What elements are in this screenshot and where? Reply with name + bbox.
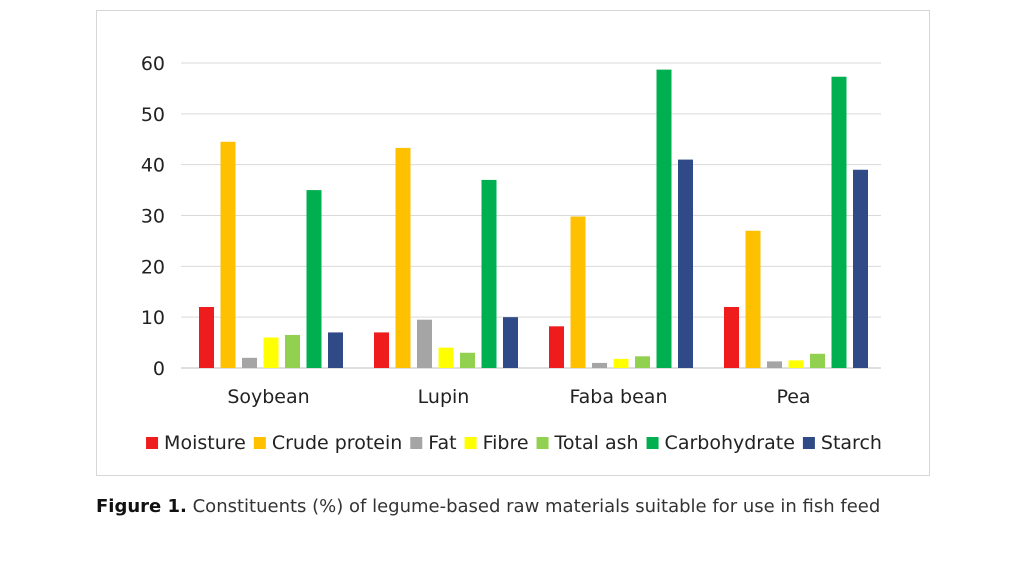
bar-fat-lupin xyxy=(417,319,432,368)
chart-frame: 0 10 20 30 40 50 60 Soybean Lupin Faba bean Pea M… xyxy=(96,10,930,476)
legend-swatch xyxy=(410,437,423,449)
bar-moisture-lupin xyxy=(374,332,389,368)
bar-total-ash-lupin xyxy=(460,352,475,368)
y-tick-label: 0 xyxy=(153,358,165,380)
bar-carbohydrate-pea xyxy=(831,76,847,368)
bar-fibre-pea xyxy=(788,360,804,368)
bar-carbohydrate-faba-bean xyxy=(656,69,672,368)
legend: Moisture Crude protein Fat Fibre Total ash Ca… xyxy=(146,432,882,454)
bar-crude-protein-lupin xyxy=(395,147,411,368)
bar-moisture-pea xyxy=(724,307,739,368)
bar-chart: 0 10 20 30 40 50 60 Soybean Lupin Faba bean Pea M… xyxy=(141,53,882,454)
bar-crude-protein-faba-bean xyxy=(570,216,586,368)
bar-crude-protein-pea xyxy=(745,230,761,368)
bar-total-ash-pea xyxy=(810,353,825,368)
legend-swatch xyxy=(802,437,815,449)
bar-starch-faba-bean xyxy=(678,159,693,368)
x-category-label: Soybean xyxy=(227,386,309,408)
bar-crude-protein-soybean xyxy=(220,141,236,368)
y-tick-label: 30 xyxy=(141,206,165,228)
legend-swatch xyxy=(464,437,477,449)
caption-label: Figure 1. xyxy=(96,496,187,517)
x-axis-categories: Soybean Lupin Faba bean Pea xyxy=(227,386,810,408)
bar-fibre-faba-bean xyxy=(613,358,629,368)
bar-moisture-soybean xyxy=(199,307,214,368)
bar-fibre-soybean xyxy=(263,337,279,368)
legend-label: Carbohydrate xyxy=(665,432,795,454)
x-category-label: Pea xyxy=(776,386,810,408)
y-tick-label: 10 xyxy=(141,307,165,329)
bar-total-ash-faba-bean xyxy=(635,356,650,368)
legend-label: Fibre xyxy=(483,432,529,454)
bar-fibre-lupin xyxy=(438,347,454,368)
x-category-label: Faba bean xyxy=(569,386,667,408)
bar-fat-soybean xyxy=(242,357,257,368)
y-tick-label: 50 xyxy=(141,104,165,126)
bar-carbohydrate-soybean xyxy=(306,190,322,368)
legend-swatch xyxy=(646,437,659,449)
caption-text: Constituents (%) of legume-based raw mat… xyxy=(186,496,881,517)
figure-caption: Figure 1. Constituents (%) of legume-bas… xyxy=(96,490,936,523)
bar-moisture-faba-bean xyxy=(549,326,564,368)
y-tick-label: 60 xyxy=(141,53,165,75)
legend-label: Moisture xyxy=(164,432,246,454)
bar-carbohydrate-lupin xyxy=(481,179,497,368)
bar-fat-pea xyxy=(767,361,782,368)
y-tick-label: 40 xyxy=(141,155,165,177)
y-tick-label: 20 xyxy=(141,256,165,278)
bar-starch-lupin xyxy=(503,317,518,368)
bar-fat-faba-bean xyxy=(592,362,607,368)
legend-swatch xyxy=(146,437,159,449)
gridlines xyxy=(181,62,881,369)
x-category-label: Lupin xyxy=(418,386,470,408)
bar-total-ash-soybean xyxy=(285,334,300,368)
y-axis-ticks: 0 10 20 30 40 50 60 xyxy=(141,53,165,380)
bar-starch-soybean xyxy=(328,332,343,368)
legend-label: Crude protein xyxy=(272,432,402,454)
legend-swatch xyxy=(253,437,266,449)
legend-label: Starch xyxy=(821,432,882,454)
bars xyxy=(199,69,868,368)
legend-swatch xyxy=(536,437,549,449)
bar-starch-pea xyxy=(853,169,868,368)
legend-label: Fat xyxy=(428,432,456,454)
legend-label: Total ash xyxy=(554,432,639,454)
